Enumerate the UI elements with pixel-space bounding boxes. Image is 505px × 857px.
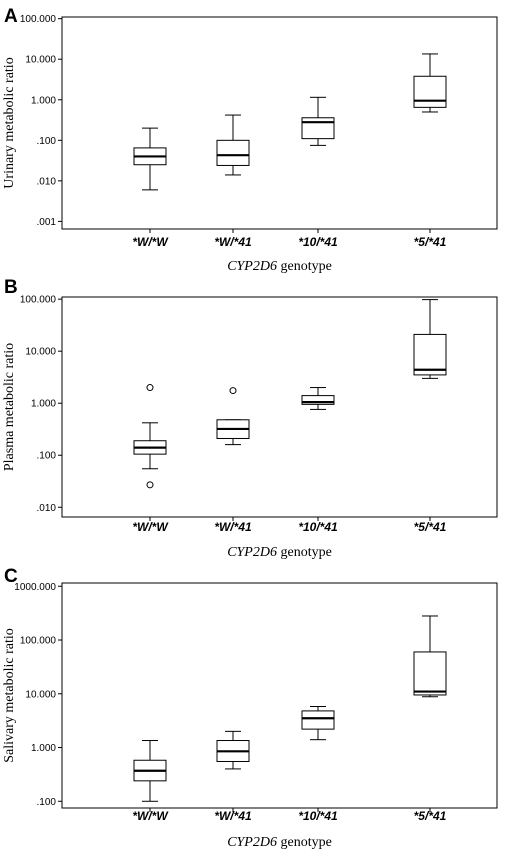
category-label: *10/*41 bbox=[298, 520, 338, 534]
plot-frame bbox=[61, 296, 498, 518]
plot-frame bbox=[61, 16, 498, 230]
category-label: *5/*41 bbox=[414, 809, 447, 823]
iqr-box bbox=[413, 75, 447, 108]
y-axis-label: Salivary metabolic ratio bbox=[2, 628, 17, 763]
panel-b: B .010 .100 1.000 10.000 100.000 Plasma metabo… bbox=[2, 277, 498, 560]
y-tick-label: 100.000 bbox=[20, 636, 57, 647]
category-label: *5/*41 bbox=[414, 520, 447, 534]
y-axis-label: Urinary metabolic ratio bbox=[2, 57, 17, 188]
category-label: *10/*41 bbox=[298, 809, 338, 823]
category-label: *W/*W bbox=[132, 235, 169, 249]
iqr-box bbox=[216, 139, 250, 166]
y-tick-label: 100.000 bbox=[20, 295, 57, 306]
x-axis-label-gene: CYP2D6 bbox=[227, 835, 277, 850]
y-tick-label: 1.000 bbox=[31, 743, 56, 754]
y-tick-label: 1000.000 bbox=[14, 582, 56, 593]
box-4 bbox=[413, 615, 447, 698]
y-tick-label: 10.000 bbox=[25, 689, 56, 700]
y-tick-label: .100 bbox=[37, 797, 57, 808]
panel-letter: B bbox=[4, 277, 18, 298]
box-1 bbox=[133, 384, 167, 489]
y-axis-label: Plasma metabolic ratio bbox=[2, 343, 17, 471]
category-label: *5/*41 bbox=[414, 235, 447, 249]
category-label: *W/*41 bbox=[214, 809, 252, 823]
outlier-point bbox=[229, 387, 237, 395]
box-4 bbox=[413, 299, 447, 379]
x-axis-label-rest: genotype bbox=[277, 545, 332, 560]
iqr-box bbox=[413, 333, 447, 376]
x-axis-label-gene: CYP2D6 bbox=[227, 545, 277, 560]
plot-frame bbox=[61, 582, 498, 809]
x-axis-label: CYP2D6 genotype bbox=[227, 835, 332, 850]
y-tick-label: .100 bbox=[37, 136, 57, 147]
panel-letter: C bbox=[4, 566, 18, 587]
y-tick-label: .010 bbox=[37, 176, 57, 187]
outlier-point bbox=[146, 384, 154, 392]
y-tick-label: .001 bbox=[37, 217, 57, 228]
box-1 bbox=[133, 740, 167, 802]
x-axis-label-rest: genotype bbox=[277, 835, 332, 850]
iqr-box bbox=[301, 395, 335, 405]
box-2 bbox=[216, 387, 250, 446]
box-2 bbox=[216, 114, 250, 176]
y-tick-label: 10.000 bbox=[25, 55, 56, 66]
panel-letter: A bbox=[4, 6, 18, 27]
category-label: *W/*W bbox=[132, 520, 169, 534]
y-tick-label: 1.000 bbox=[31, 95, 56, 106]
x-axis-label-rest: genotype bbox=[277, 259, 332, 274]
x-axis-label: CYP2D6 genotype bbox=[227, 259, 332, 274]
y-tick-label: .100 bbox=[37, 451, 57, 462]
iqr-box bbox=[413, 651, 447, 696]
panel-a: A .001 .010 .100 1.000 10.000 100.000 Urinary m… bbox=[2, 6, 498, 274]
x-axis-label-gene: CYP2D6 bbox=[227, 259, 277, 274]
x-axis-label: CYP2D6 genotype bbox=[227, 545, 332, 560]
iqr-box bbox=[301, 710, 335, 730]
y-tick-label: 10.000 bbox=[25, 347, 56, 358]
box-4 bbox=[413, 53, 447, 113]
panel-c: C .100 1.000 10.000 100.000 1000.000 Salivary … bbox=[2, 566, 498, 850]
box-3 bbox=[301, 705, 335, 741]
box-3 bbox=[301, 96, 335, 146]
y-tick-label: .010 bbox=[37, 503, 57, 514]
outlier-point bbox=[146, 481, 154, 489]
category-label: *W/*41 bbox=[214, 520, 252, 534]
y-tick-label: 100.000 bbox=[20, 14, 57, 25]
category-label: *W/*W bbox=[132, 809, 169, 823]
category-label: *W/*41 bbox=[214, 235, 252, 249]
y-tick-label: 1.000 bbox=[31, 399, 56, 410]
category-label: *10/*41 bbox=[298, 235, 338, 249]
box-1 bbox=[133, 127, 167, 191]
iqr-box bbox=[301, 117, 335, 140]
box-3 bbox=[301, 387, 335, 410]
box-2 bbox=[216, 730, 250, 770]
